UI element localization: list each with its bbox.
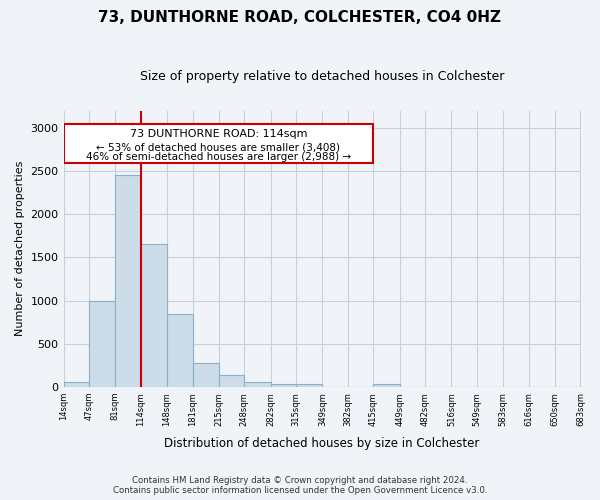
Text: ← 53% of detached houses are smaller (3,408): ← 53% of detached houses are smaller (3,… [97,142,340,152]
Bar [167,314,193,387]
Bar [296,384,322,387]
Bar [115,176,141,387]
X-axis label: Distribution of detached houses by size in Colchester: Distribution of detached houses by size … [164,437,480,450]
Bar [244,382,271,387]
Text: Contains HM Land Registry data © Crown copyright and database right 2024.
Contai: Contains HM Land Registry data © Crown c… [113,476,487,495]
Text: 73 DUNTHORNE ROAD: 114sqm: 73 DUNTHORNE ROAD: 114sqm [130,130,307,140]
Bar [193,363,219,387]
Bar [271,384,296,387]
Title: Size of property relative to detached houses in Colchester: Size of property relative to detached ho… [140,70,504,83]
Bar [89,300,115,387]
Bar [141,244,167,387]
Bar [64,382,89,387]
Bar [373,384,400,387]
Bar [219,376,244,387]
FancyBboxPatch shape [64,124,373,164]
Y-axis label: Number of detached properties: Number of detached properties [15,161,25,336]
Text: 73, DUNTHORNE ROAD, COLCHESTER, CO4 0HZ: 73, DUNTHORNE ROAD, COLCHESTER, CO4 0HZ [98,10,502,25]
Text: 46% of semi-detached houses are larger (2,988) →: 46% of semi-detached houses are larger (… [86,152,351,162]
